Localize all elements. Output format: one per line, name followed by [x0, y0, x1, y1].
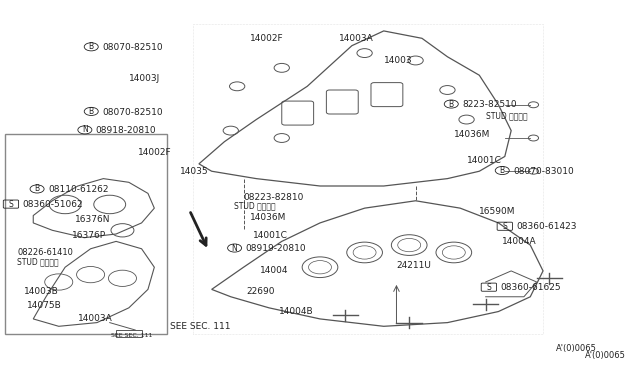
Text: 14003B: 14003B: [24, 287, 58, 296]
Text: 14003A: 14003A: [339, 34, 374, 43]
Text: A'(0)0065: A'(0)0065: [556, 344, 596, 353]
Text: A'(0)0065: A'(0)0065: [585, 350, 626, 359]
Text: 08226-61410: 08226-61410: [17, 248, 73, 257]
Text: B: B: [449, 100, 454, 109]
Text: 14001C: 14001C: [253, 231, 288, 240]
Text: 08360-51062: 08360-51062: [22, 200, 83, 209]
Text: 14004: 14004: [259, 266, 288, 275]
Text: SEE SEC. 111: SEE SEC. 111: [170, 322, 231, 331]
Text: 08918-20810: 08918-20810: [96, 126, 156, 135]
Text: 08360-61625: 08360-61625: [500, 283, 561, 292]
Text: STUD スタッド: STUD スタッド: [17, 257, 59, 266]
Text: 08070-82510: 08070-82510: [102, 108, 163, 117]
Text: 08223-82810: 08223-82810: [244, 193, 304, 202]
Text: 14002F: 14002F: [138, 148, 172, 157]
Text: 14035: 14035: [180, 167, 209, 176]
Text: STUD スタッド: STUD スタッド: [234, 202, 276, 211]
Text: 08919-20810: 08919-20810: [246, 244, 306, 253]
Text: 14001C: 14001C: [467, 155, 501, 165]
Text: 24211U: 24211U: [396, 261, 431, 270]
Text: 14075B: 14075B: [27, 301, 61, 311]
Text: 14036M: 14036M: [250, 213, 286, 222]
Text: SEE SEC. 111: SEE SEC. 111: [111, 333, 153, 338]
Text: 8223-82510: 8223-82510: [462, 100, 516, 109]
Text: 14003J: 14003J: [129, 74, 160, 83]
Text: 08070-82510: 08070-82510: [102, 43, 163, 52]
Text: S: S: [486, 283, 492, 292]
Text: 16590M: 16590M: [479, 207, 516, 217]
Bar: [116, 330, 141, 337]
Text: S: S: [502, 222, 507, 231]
Text: 16376P: 16376P: [72, 231, 106, 240]
Text: B: B: [500, 166, 505, 175]
Text: 14004A: 14004A: [502, 237, 536, 246]
Text: 08360-61423: 08360-61423: [516, 222, 577, 231]
Text: STUD スタッド: STUD スタッド: [486, 111, 527, 121]
Text: 22690: 22690: [246, 287, 275, 296]
Text: B: B: [89, 107, 94, 116]
Text: N: N: [232, 244, 237, 253]
Text: B: B: [89, 42, 94, 51]
Text: 14002F: 14002F: [250, 34, 284, 43]
Text: N: N: [82, 125, 88, 134]
Text: 16376N: 16376N: [75, 215, 110, 224]
Text: 14003A: 14003A: [78, 314, 113, 323]
Text: 14003: 14003: [384, 56, 412, 65]
Text: 08070-83010: 08070-83010: [513, 167, 574, 176]
Text: B: B: [35, 185, 40, 193]
Text: 14004B: 14004B: [278, 307, 313, 316]
Text: S: S: [8, 200, 13, 209]
Text: 08110-61262: 08110-61262: [48, 185, 108, 194]
Text: 14036M: 14036M: [454, 130, 490, 139]
